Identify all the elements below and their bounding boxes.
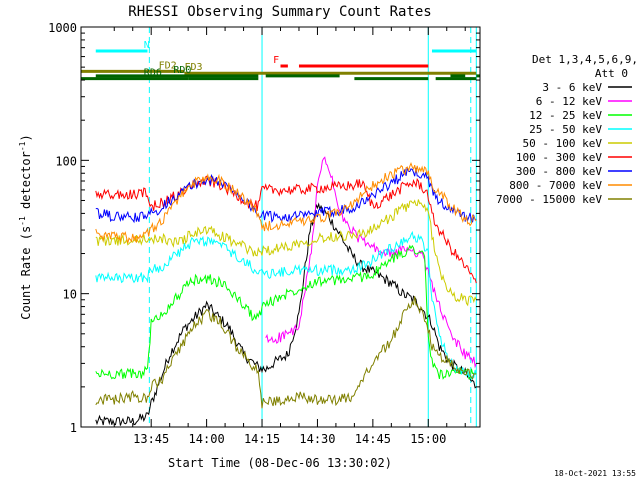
flag-label: F bbox=[273, 55, 279, 66]
x-axis-label: Start Time (08-Dec-06 13:30:02) bbox=[168, 456, 392, 470]
y-axis-label-exp: -1 bbox=[18, 216, 27, 226]
flag-label: RD0 bbox=[173, 65, 191, 76]
series-line bbox=[95, 230, 477, 381]
series-line bbox=[95, 244, 477, 380]
y-axis-label-part: ) bbox=[19, 134, 33, 141]
axes: 1 10 100 1000 13:45 14:00 14:15 14:30 14:45 15:00 bbox=[48, 21, 480, 446]
x-tick-label: 15:00 bbox=[410, 432, 446, 446]
y-tick-label: 1000 bbox=[48, 21, 77, 35]
series-line bbox=[95, 175, 477, 284]
legend-label: 7000 - 15000 keV bbox=[496, 193, 602, 206]
series-line bbox=[95, 296, 477, 409]
x-tick-label: 14:45 bbox=[355, 432, 391, 446]
flag-label: FD3 bbox=[184, 62, 202, 73]
y-axis-label-part: detector bbox=[19, 151, 33, 216]
chart-title: RHESSI Observing Summary Count Rates bbox=[128, 4, 431, 20]
x-tick-label: 14:30 bbox=[299, 432, 335, 446]
legend-label: 300 - 800 keV bbox=[516, 165, 602, 178]
x-tick-label: 13:45 bbox=[133, 432, 169, 446]
timestamp: 18-Oct-2021 13:55 bbox=[554, 469, 636, 478]
series-line bbox=[265, 156, 477, 369]
legend-label: 25 - 50 keV bbox=[529, 123, 602, 136]
flag-label: N bbox=[144, 40, 150, 51]
y-tick-label: 1 bbox=[70, 421, 77, 435]
legend-label: 100 - 300 keV bbox=[516, 151, 602, 164]
x-tick-label: 14:00 bbox=[189, 432, 225, 446]
flag-label: FD2 bbox=[159, 60, 177, 71]
legend-header-line1: Det 1,3,4,5,6,9, bbox=[532, 53, 638, 66]
flag-label: RD6 bbox=[144, 68, 162, 79]
legend-label: 6 - 12 keV bbox=[536, 95, 603, 108]
legend-label: 3 - 6 keV bbox=[542, 81, 602, 94]
legend-label: 50 - 100 keV bbox=[523, 137, 603, 150]
series-line bbox=[95, 162, 477, 244]
series-line bbox=[95, 166, 477, 224]
y-axis-label-part: Count Rate (s bbox=[19, 226, 33, 320]
y-axis-label-exp: -1 bbox=[18, 141, 27, 151]
y-tick-label: 100 bbox=[55, 154, 77, 168]
series-layer bbox=[95, 156, 477, 426]
series-line bbox=[95, 199, 477, 307]
x-tick-label: 14:15 bbox=[244, 432, 280, 446]
legend-label: 12 - 25 keV bbox=[529, 109, 602, 122]
legend-label: 800 - 7000 keV bbox=[509, 179, 602, 192]
legend-header-line2: Att 0 bbox=[595, 67, 628, 80]
y-axis-label: Count Rate (s-1 detector-1) bbox=[18, 134, 33, 319]
y-tick-label: 10 bbox=[63, 288, 77, 302]
